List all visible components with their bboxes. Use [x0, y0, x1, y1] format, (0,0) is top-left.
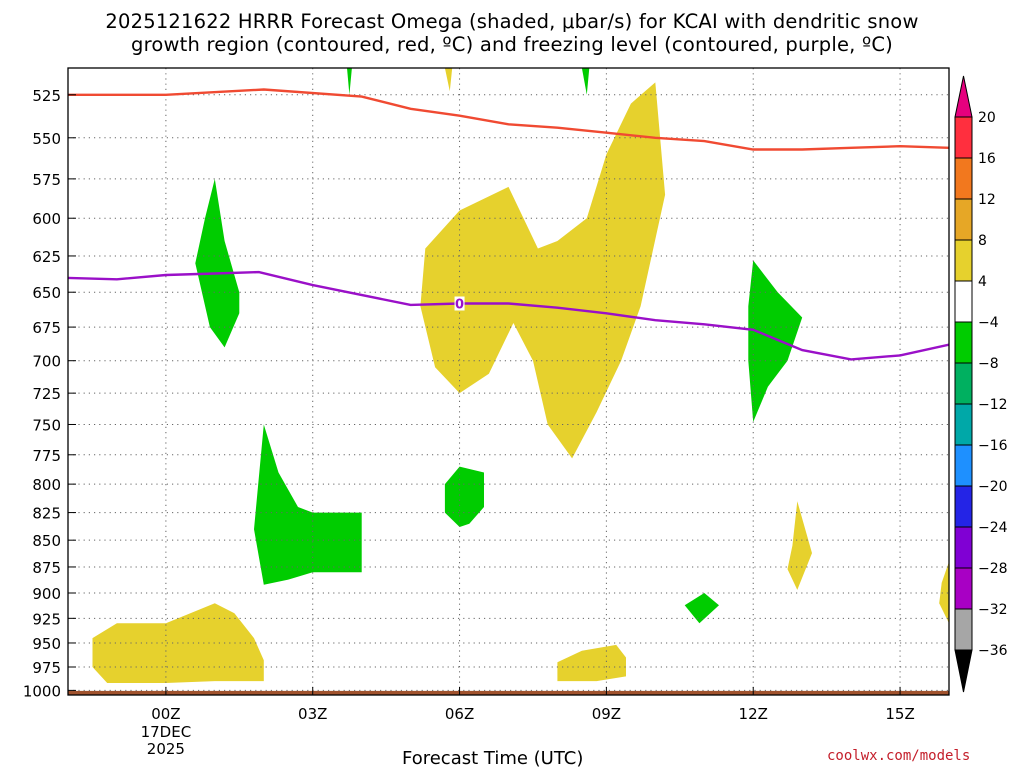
- y-tick-label-3: 600: [32, 210, 61, 228]
- omega-region-0: [420, 82, 666, 459]
- colorbar-swatch-6: [954, 362, 973, 405]
- colorbar-swatch-4: [954, 280, 973, 323]
- contour-lines: 0: [68, 88, 949, 361]
- y-tick-label-4: 625: [32, 248, 61, 266]
- y-tick-label-6: 675: [32, 319, 61, 337]
- y-tick-label-19: 1000: [23, 682, 61, 700]
- colorbar-label-12: −32: [978, 602, 1008, 618]
- y-tick-label-13: 850: [32, 532, 61, 550]
- x-tick-label-0: 00Z: [151, 705, 180, 723]
- omega-region-2: [254, 424, 362, 585]
- omega-shading: [68, 68, 949, 695]
- colorbar-label-8: −16: [978, 438, 1008, 454]
- y-tick-label-15: 900: [32, 585, 61, 603]
- colorbar-label-3: 8: [978, 233, 987, 249]
- plot-frame: [67, 67, 950, 696]
- omega-region-11: [787, 501, 812, 590]
- omega-region-1: [195, 178, 240, 348]
- x-tick-label-2: 06Z: [445, 705, 474, 723]
- x-axis-title: Forecast Time (UTC): [402, 748, 584, 769]
- colorbar-swatch-5: [954, 321, 973, 364]
- x-tick-label-4: 12Z: [739, 705, 768, 723]
- dgz-contour-line: [68, 88, 949, 151]
- colorbar: 20 16 12 8 4 −4 −8 −12 −16 −20 −24 −28 −32 −36: [954, 75, 1008, 693]
- gridlines: [68, 68, 949, 695]
- omega-region-8: [444, 68, 453, 92]
- freezing-level-label: 0: [455, 298, 464, 313]
- credit-text: coolwx.com/models: [827, 748, 971, 764]
- y-tick-label-14: 875: [32, 559, 61, 577]
- freezing-level-line: [68, 270, 949, 361]
- colorbar-swatch-12: [954, 608, 973, 651]
- colorbar-label-0: 20: [978, 110, 996, 126]
- colorbar-label-9: −20: [978, 479, 1008, 495]
- x-tick-label-3: 09Z: [592, 705, 621, 723]
- colorbar-swatch-0: [954, 116, 973, 159]
- chart-title-line-1: 2025121622 HRRR Forecast Omega (shaded, …: [105, 10, 919, 33]
- x-tick-label-1: 03Z: [298, 705, 327, 723]
- y-tick-label-16: 925: [32, 610, 61, 628]
- colorbar-swatch-10: [954, 526, 973, 569]
- chart-title-line-2: growth region (contoured, red, ºC) and f…: [131, 33, 893, 56]
- colorbar-label-1: 16: [978, 151, 996, 167]
- y-tick-label-5: 650: [32, 284, 61, 302]
- colorbar-label-13: −36: [978, 643, 1008, 659]
- surface-band: [68, 690, 949, 695]
- y-tick-label-10: 775: [32, 447, 61, 465]
- colorbar-top-arrow: [954, 75, 973, 118]
- y-tick-label-0: 525: [32, 87, 61, 105]
- colorbar-label-5: −4: [978, 315, 999, 331]
- y-tick-label-1: 550: [32, 130, 61, 148]
- x-tick-label-5: 15Z: [885, 705, 914, 723]
- omega-region-3: [444, 466, 484, 527]
- colorbar-swatch-7: [954, 403, 973, 446]
- omega-region-12: [939, 561, 949, 624]
- freezing-level-label-bg: [454, 296, 465, 311]
- y-tick-label-11: 800: [32, 476, 61, 494]
- omega-region-5: [684, 593, 719, 624]
- y-axis-ticks: 525 550 575 600 625 650 675 700 725 750 775 800 825 8…: [23, 87, 76, 700]
- colorbar-swatch-2: [954, 198, 973, 241]
- y-tick-label-18: 975: [32, 659, 61, 677]
- colorbar-swatch-11: [954, 567, 973, 610]
- y-tick-label-12: 825: [32, 505, 61, 523]
- colorbar-label-10: −24: [978, 520, 1008, 536]
- colorbar-bottom-arrow: [954, 649, 973, 693]
- colorbar-swatch-1: [954, 157, 973, 200]
- colorbar-label-2: 12: [978, 192, 996, 208]
- y-tick-label-17: 950: [32, 635, 61, 653]
- colorbar-label-11: −28: [978, 561, 1008, 577]
- colorbar-label-7: −12: [978, 397, 1008, 413]
- omega-region-7: [581, 68, 590, 95]
- colorbar-label-4: 4: [978, 274, 987, 290]
- colorbar-swatch-3: [954, 239, 973, 282]
- y-tick-label-2: 575: [32, 171, 61, 189]
- y-tick-label-7: 700: [32, 353, 61, 371]
- colorbar-label-6: −8: [978, 356, 999, 372]
- colorbar-swatch-8: [954, 444, 973, 487]
- omega-region-6: [347, 68, 352, 95]
- colorbar-swatch-9: [954, 485, 973, 528]
- x-tick-sublabel-date: 17DEC: [141, 723, 192, 741]
- omega-region-10: [557, 644, 626, 682]
- omega-region-4: [748, 260, 803, 422]
- y-tick-label-8: 725: [32, 385, 61, 403]
- x-tick-sublabel-year: 2025: [147, 740, 185, 758]
- y-tick-label-9: 750: [32, 416, 61, 434]
